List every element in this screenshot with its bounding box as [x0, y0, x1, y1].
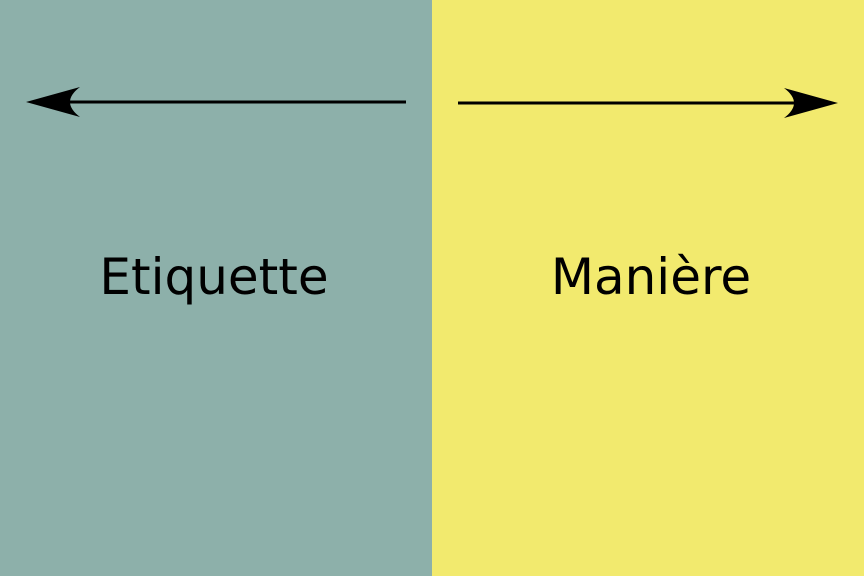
maniere-label: Manière [550, 248, 752, 306]
etiquette-panel: Etiquette [0, 0, 432, 576]
arrow-right-icon [458, 88, 838, 118]
maniere-panel: Manière [432, 0, 864, 576]
arrow-left-icon [26, 87, 406, 117]
etiquette-label: Etiquette [99, 248, 329, 306]
